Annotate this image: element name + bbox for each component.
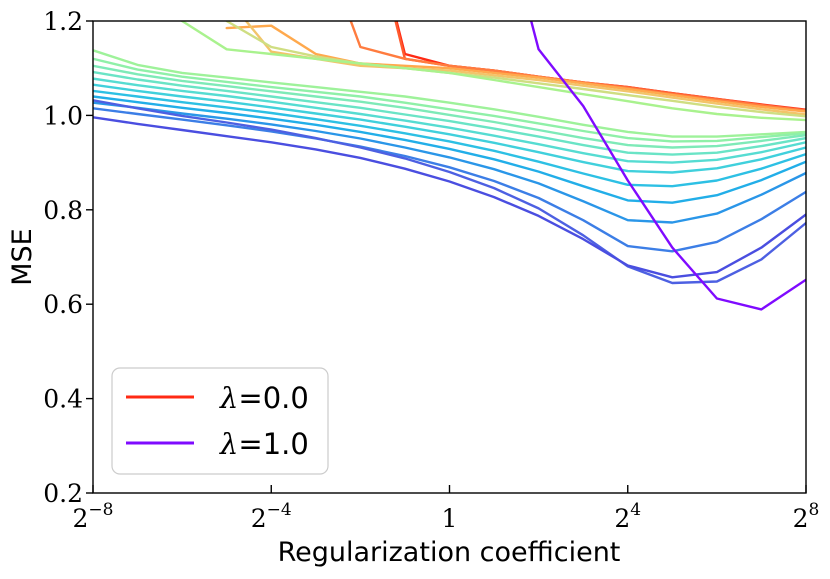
series-line-7 bbox=[93, 49, 806, 138]
series-line-11 bbox=[93, 77, 806, 164]
legend-entry-1: λ=1.0 bbox=[219, 427, 309, 461]
series-line-8 bbox=[93, 57, 806, 143]
y-tick-label-3: 0.8 bbox=[43, 196, 83, 225]
legend-box bbox=[111, 367, 329, 475]
x-tick-label-2: 1 bbox=[442, 504, 458, 533]
series-line-10 bbox=[93, 70, 806, 156]
series-line-3 bbox=[225, 24, 806, 113]
x-tick-label-3: 24 bbox=[614, 500, 641, 533]
series-line-17 bbox=[93, 99, 806, 285]
y-tick-label-2: 0.6 bbox=[43, 290, 83, 319]
x-tick-label-0: 2−8 bbox=[73, 500, 114, 533]
x-axis-title: Regularization coefficient bbox=[278, 537, 621, 568]
y-tick-label-5: 1.2 bbox=[43, 7, 83, 36]
series-line-12 bbox=[93, 83, 806, 174]
lambda-symbol: λ bbox=[219, 381, 238, 415]
y-axis-title: MSE bbox=[7, 228, 38, 286]
x-axis: 2−8 2−4 1 24 28 bbox=[73, 485, 820, 533]
series-line-18 bbox=[93, 116, 806, 279]
legend: λ=0.0 λ=1.0 bbox=[111, 367, 329, 475]
series-line-5 bbox=[225, 21, 806, 118]
legend-entry-1-text: =1.0 bbox=[238, 427, 308, 461]
legend-entry-0: λ=0.0 bbox=[219, 381, 309, 415]
series-line-15 bbox=[93, 101, 806, 224]
series-line-14 bbox=[93, 95, 806, 204]
y-tick-label-4: 1.0 bbox=[43, 101, 83, 130]
legend-entry-0-text: =0.0 bbox=[238, 381, 308, 415]
y-tick-label-0: 0.2 bbox=[43, 479, 83, 508]
series-line-16 bbox=[93, 107, 806, 253]
series-line-13 bbox=[93, 89, 806, 188]
series-line-6 bbox=[180, 21, 806, 122]
x-tick-label-1: 2−4 bbox=[251, 500, 292, 533]
series-line-19 bbox=[529, 21, 806, 311]
y-axis: 0.2 0.4 0.6 0.8 1.0 1.2 bbox=[43, 7, 93, 508]
lambda-symbol: λ bbox=[219, 427, 238, 461]
series-line-9 bbox=[93, 64, 806, 149]
x-tick-label-4: 28 bbox=[793, 500, 820, 533]
y-tick-label-1: 0.4 bbox=[43, 385, 83, 414]
series-layer bbox=[93, 21, 806, 311]
